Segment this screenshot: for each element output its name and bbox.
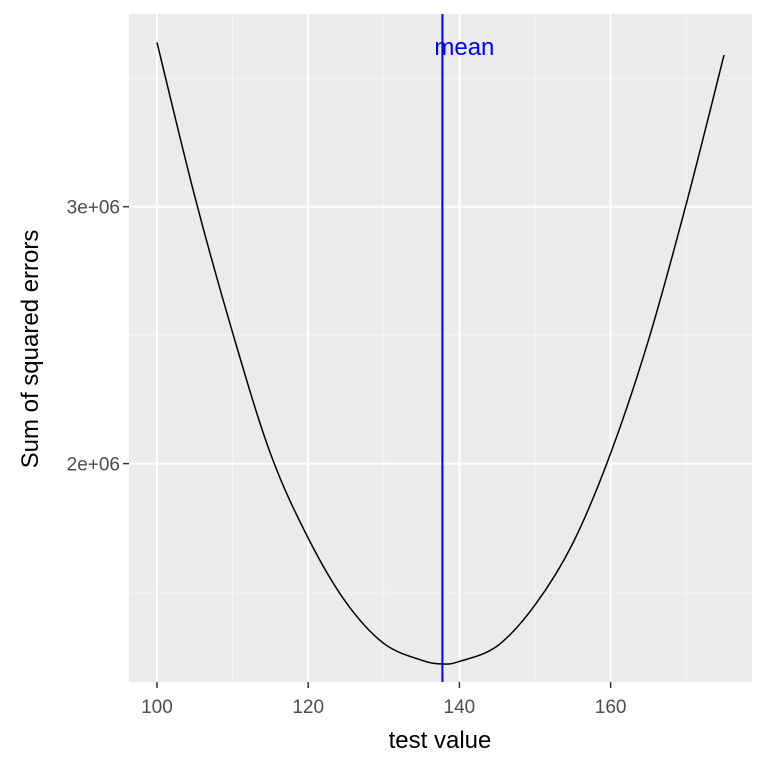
y-tick-label: 3e+06 (67, 198, 120, 219)
axes: 100 120 140 160 2e+06 3e+06 (67, 198, 627, 718)
y-tick-label: 2e+06 (67, 455, 120, 476)
mean-label: mean (434, 34, 494, 61)
x-axis-title: test value (389, 727, 492, 754)
y-axis-title: Sum of squared errors (17, 230, 44, 469)
x-tick-label: 140 (444, 697, 476, 718)
plot-panel (129, 14, 752, 682)
grid (129, 14, 752, 682)
x-tick-label: 160 (595, 697, 627, 718)
x-tick-label: 100 (141, 697, 173, 718)
x-tick-label: 120 (292, 697, 324, 718)
panel-background (129, 14, 752, 682)
reference-lines: mean (434, 14, 494, 682)
